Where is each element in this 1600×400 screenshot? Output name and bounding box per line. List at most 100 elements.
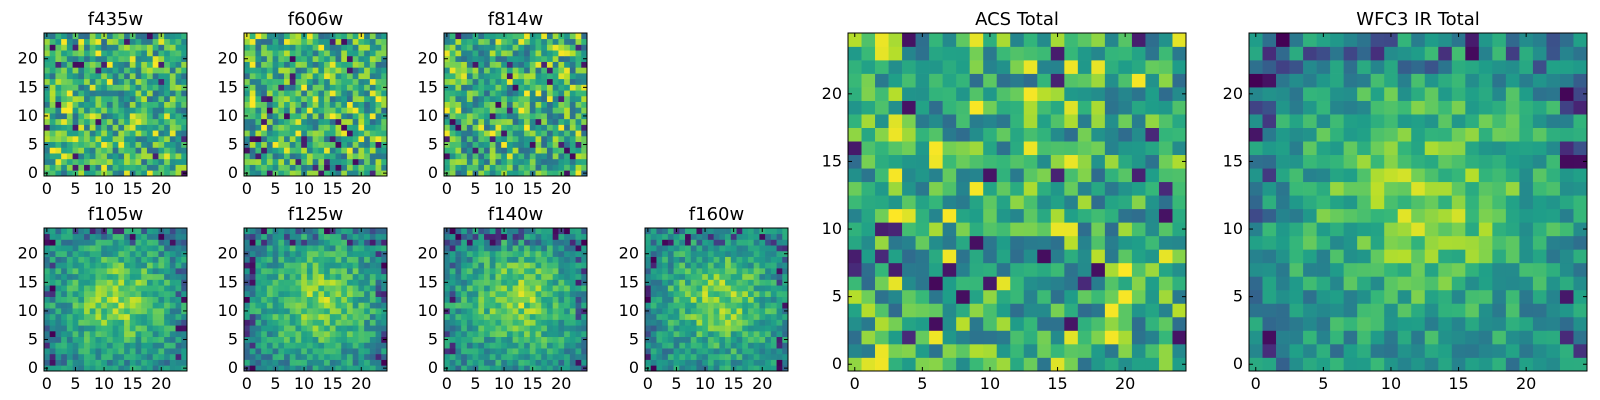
heatmap-cell [341,147,348,154]
heatmap-cell [929,195,943,210]
heatmap-cell [352,285,359,292]
heatmap-cell [358,330,365,338]
heatmap-cell [702,239,709,246]
heatmap-cell [484,302,491,309]
heatmap-cell [112,135,119,143]
heatmap-cell [747,233,755,240]
heatmap-cell [512,158,519,165]
heatmap-cell [89,342,96,349]
heatmap-cell [301,55,308,62]
heatmap-cell [581,262,588,269]
heatmap-cell [902,330,916,345]
heatmap-cell [152,359,159,366]
heatmap-cell [352,118,359,125]
heatmap-cell [650,250,657,257]
heatmap-cell [335,285,342,292]
heatmap-cell [181,285,188,292]
heatmap-cell [295,44,302,51]
heatmap-cell [1131,235,1146,250]
heatmap-cell [558,348,565,355]
heatmap-cell [272,147,279,154]
heatmap-cell [552,285,559,292]
heatmap-cell [49,78,56,85]
heatmap-cell [645,342,652,349]
heatmap-cell [1158,276,1173,291]
heatmap-cell [261,44,268,51]
heatmap-cell [181,164,188,171]
heatmap-cell [352,164,359,171]
heatmap-cell [341,245,348,252]
heatmap-cell [135,319,142,326]
heatmap-cell [489,285,496,292]
heatmap-cell [546,330,554,338]
heatmap-cell [61,44,68,51]
heatmap-cell [312,285,319,292]
heatmap-cell [369,313,376,320]
heatmap-cell [575,308,582,315]
heatmap-cell [449,73,456,80]
heatmap-cell [324,348,331,355]
heatmap-cell [495,325,502,332]
heatmap-cell [66,365,73,372]
heatmap-cell [266,279,273,286]
heatmap-cell [685,348,692,355]
heatmap-cell [124,153,131,160]
heatmap-cell [444,107,451,114]
heatmap-cell [261,273,268,280]
heatmap-cell [564,239,571,246]
heatmap-cell [84,141,91,148]
heatmap-cell [84,308,91,315]
heatmap-cell [95,330,102,338]
heatmap-cell [645,273,652,280]
heatmap-cell [352,319,359,326]
heatmap-cell [249,101,256,108]
heatmap-cell [581,285,588,292]
heatmap-cell [759,250,766,257]
heatmap-cell [1118,330,1133,345]
heatmap-cell [278,147,285,154]
heatmap-cell [364,262,371,269]
heatmap-cell [501,50,508,57]
heatmap-cell [535,359,542,366]
heatmap-cell [55,50,62,57]
heatmap-cell [753,325,760,332]
heatmap-cell [375,359,382,366]
heatmap-cell [506,233,513,240]
heatmap-cell [902,249,916,264]
heatmap-cell [662,268,669,275]
heatmap-cell [546,44,554,51]
heatmap-cell [558,95,565,102]
heatmap-cell [324,33,331,40]
heatmap-cell [656,268,663,275]
heatmap-cell [146,273,154,280]
heatmap-cell [175,153,182,160]
heatmap-cell [996,303,1011,318]
heatmap-cell [278,73,285,80]
heatmap-cell [449,273,456,280]
heatmap-cell [713,313,720,320]
heatmap-cell [381,107,388,114]
heatmap-cell [49,113,56,120]
heatmap-cell [518,245,525,252]
heatmap-cell [484,228,491,235]
heatmap-cell [685,308,692,315]
heatmap-cell [1131,181,1146,196]
heatmap-cell [736,285,743,292]
heatmap-cell [512,325,519,332]
heatmap-cell [673,336,680,343]
heatmap-cell [284,302,291,309]
heatmap-cell [295,256,302,263]
heatmap-cell [272,141,279,148]
heatmap-cell [106,262,113,269]
heatmap-cell [501,130,508,137]
heatmap-cell [381,147,388,154]
heatmap-cell [667,245,674,252]
heatmap-cell [449,359,456,366]
heatmap-cell [535,118,542,125]
heatmap-cell [135,107,142,114]
heatmap-cell [495,38,502,45]
plot-frame [43,32,188,177]
heatmap-cell [535,262,542,269]
heatmap-cell [249,250,256,257]
heatmap-cell [736,330,743,338]
